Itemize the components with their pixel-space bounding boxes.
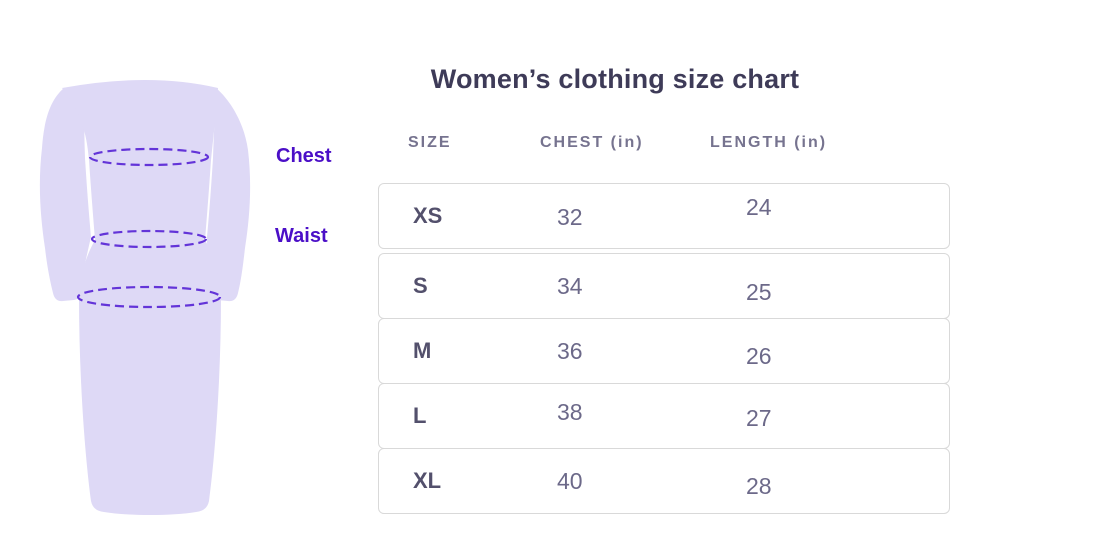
length-cell: 24 — [746, 193, 772, 220]
size-cell: XL — [413, 468, 442, 493]
chest-cell: 36 — [557, 337, 583, 364]
table-row: M 36 26 — [378, 318, 950, 384]
column-header-size: SIZE — [408, 134, 452, 151]
chest-cell: 32 — [557, 203, 583, 230]
hip-measurement-ellipse — [76, 285, 222, 309]
size-cell: XS — [413, 203, 443, 228]
table-row: L 38 27 — [378, 383, 950, 449]
chest-cell: 40 — [557, 467, 583, 494]
size-cell: L — [413, 403, 427, 428]
length-cell: 27 — [746, 404, 772, 431]
size-cell: S — [413, 273, 428, 298]
length-cell: 28 — [746, 472, 772, 499]
waist-measurement-ellipse — [90, 229, 208, 249]
size-table: XS 32 24 S 34 25 M 36 26 L 38 27 XL 40 2… — [378, 183, 950, 514]
table-row: S 34 25 — [378, 253, 950, 319]
waist-label: Waist — [275, 225, 328, 247]
dress-illustration — [39, 80, 251, 515]
chest-cell: 34 — [557, 272, 583, 299]
column-header-length: LENGTH (in) — [710, 134, 828, 151]
chest-cell: 38 — [557, 398, 583, 425]
table-row: XS 32 24 — [378, 183, 950, 249]
length-cell: 26 — [746, 342, 772, 369]
dress-right-sleeve — [207, 88, 251, 302]
size-cell: M — [413, 338, 432, 363]
dress-body — [62, 80, 221, 515]
page-title: Women’s clothing size chart — [430, 64, 800, 94]
dress-left-sleeve — [39, 88, 91, 302]
table-row: XL 40 28 — [378, 448, 950, 514]
chest-measurement-ellipse — [88, 147, 210, 167]
chest-label: Chest — [276, 145, 332, 167]
length-cell: 25 — [746, 278, 772, 305]
column-header-chest: CHEST (in) — [540, 134, 644, 151]
